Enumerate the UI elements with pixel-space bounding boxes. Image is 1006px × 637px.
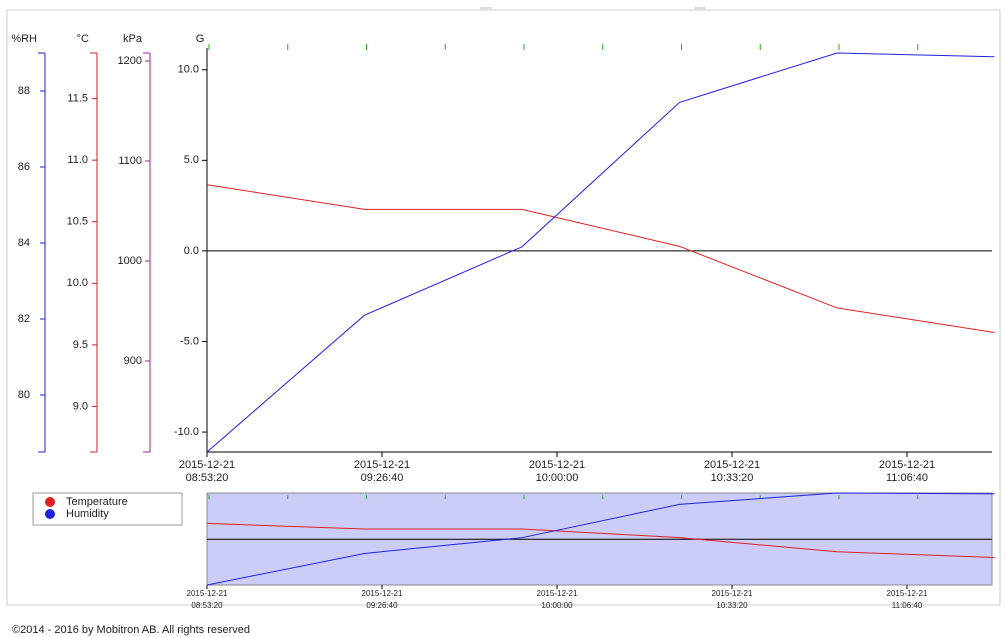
x-tick-label: 2015-12-21 — [362, 589, 403, 598]
legend-marker — [45, 509, 55, 519]
footer: ©2014 - 2016 by Mobitron AB. All rights … — [12, 624, 250, 636]
y-tick-label: 1100 — [118, 155, 142, 167]
y-tick-label: 10.5 — [67, 216, 88, 228]
y-tick-label: 88 — [18, 85, 30, 97]
line — [206, 184, 995, 334]
x-tick-label: 2015-12-21 — [887, 589, 928, 598]
x-tick-label: 2015-12-21 — [187, 589, 228, 598]
x-tick-label: 2015-12-21 — [354, 459, 410, 471]
axis-label: G — [196, 33, 205, 45]
y-tick-label: 10.0 — [178, 64, 199, 76]
y-tick-label: 9.0 — [73, 400, 88, 412]
y-tick-label: 86 — [18, 161, 30, 173]
x-tick-label: 11:06:40 — [886, 472, 928, 484]
x-tick-label: 10:33:20 — [711, 472, 754, 484]
axis-label: %RH — [11, 33, 37, 45]
legend — [32, 492, 183, 526]
x-tick-label: 09:26:40 — [361, 472, 404, 484]
x-tick-label: 08:53:20 — [191, 601, 223, 610]
y-tick-label: -10.0 — [174, 426, 199, 438]
x-tick-label: 2015-12-21 — [537, 589, 578, 598]
line — [206, 52, 995, 453]
overview-line — [206, 522, 995, 558]
y-tick-label: 5.0 — [184, 154, 199, 166]
y-tick-label: 84 — [18, 237, 30, 249]
y-tick-label: 1200 — [118, 55, 142, 67]
x-tick-label: 2015-12-21 — [529, 459, 585, 471]
y-tick-label: 1000 — [118, 255, 142, 267]
frame — [6, 9, 1001, 606]
y-tick-label: 10.0 — [67, 277, 88, 289]
y-tick-label: 900 — [124, 355, 142, 367]
legend-marker — [45, 497, 55, 507]
y-tick-label: 11.0 — [67, 154, 88, 166]
y-tick-label: 82 — [18, 313, 30, 325]
x-tick-label: 2015-12-21 — [879, 459, 935, 471]
legend-label: Humidity — [66, 508, 109, 520]
y-tick-label: 9.5 — [73, 339, 88, 351]
x-tick-label: 2015-12-21 — [179, 459, 235, 471]
x-tick-label: 2015-12-21 — [704, 459, 760, 471]
overview-line — [206, 492, 995, 586]
x-tick-label: 11:06:40 — [892, 601, 923, 610]
y-tick-label: 80 — [18, 389, 30, 401]
y-tick-label: 11.5 — [67, 92, 88, 104]
axis-label: °C — [77, 33, 89, 45]
legend-label: Temperature — [66, 496, 128, 508]
y-tick-label: -5.0 — [180, 335, 199, 347]
x-tick-label: 09:26:40 — [366, 601, 398, 610]
x-tick-label: 08:53:20 — [186, 472, 229, 484]
axis-label: kPa — [123, 33, 143, 45]
x-tick-label: 10:33:20 — [716, 601, 748, 610]
x-tick-label: 2015-12-21 — [712, 589, 753, 598]
x-tick-label: 10:00:00 — [536, 472, 579, 484]
x-tick-label: 10:00:00 — [541, 601, 573, 610]
y-tick-label: 0.0 — [184, 245, 199, 257]
